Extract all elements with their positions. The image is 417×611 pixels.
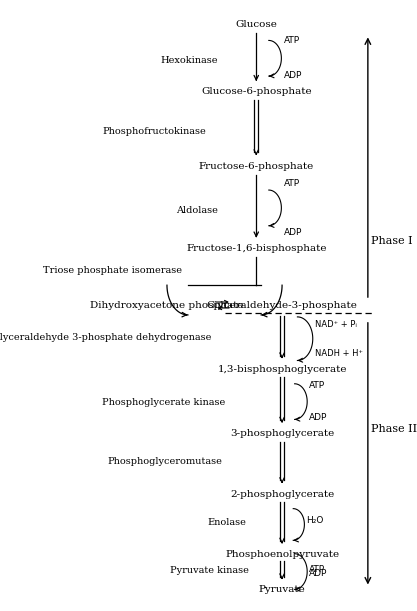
Text: Phosphofructokinase: Phosphofructokinase <box>102 127 206 136</box>
Text: ADP: ADP <box>309 569 328 579</box>
Text: NAD⁺ + Pᵢ: NAD⁺ + Pᵢ <box>315 320 357 329</box>
Text: ADP: ADP <box>284 71 302 80</box>
Text: Glyceraldehyde-3-phosphate: Glyceraldehyde-3-phosphate <box>207 301 357 310</box>
Text: Glucose: Glucose <box>235 20 277 29</box>
Text: ADP: ADP <box>309 413 328 422</box>
Text: Phase II: Phase II <box>372 424 417 434</box>
Text: ATP: ATP <box>309 565 325 574</box>
Text: ATP: ATP <box>284 37 299 45</box>
Text: Glucose-6-phosphate: Glucose-6-phosphate <box>201 87 311 97</box>
Text: ATP: ATP <box>284 179 299 188</box>
Text: Enolase: Enolase <box>207 518 246 527</box>
Text: Fructose-1,6-bisphosphate: Fructose-1,6-bisphosphate <box>186 244 327 253</box>
Text: NADH + H⁺: NADH + H⁺ <box>315 348 363 357</box>
Text: 2-phosphoglycerate: 2-phosphoglycerate <box>230 490 334 499</box>
Text: ATP: ATP <box>309 381 325 390</box>
Text: Hexokinase: Hexokinase <box>161 56 218 65</box>
Text: Fructose-6-phosphate: Fructose-6-phosphate <box>198 162 314 171</box>
Text: Pyruvate kinase: Pyruvate kinase <box>171 566 249 575</box>
Text: 3-phosphoglycerate: 3-phosphoglycerate <box>230 430 334 438</box>
Text: Phosphoglycerate kinase: Phosphoglycerate kinase <box>102 398 225 406</box>
Text: Triose phosphate isomerase: Triose phosphate isomerase <box>43 266 182 275</box>
Text: ADP: ADP <box>284 228 302 236</box>
Text: Phosphoglyceromutase: Phosphoglyceromutase <box>108 457 223 466</box>
Text: Dihydroxyacetone phosphate: Dihydroxyacetone phosphate <box>90 301 244 310</box>
Text: 1,3-bisphosphoglycerate: 1,3-bisphosphoglycerate <box>217 365 347 374</box>
Text: Phase I: Phase I <box>372 236 413 246</box>
Text: Phosphoenolpyruvate: Phosphoenolpyruvate <box>225 551 339 559</box>
Text: Pyruvate: Pyruvate <box>259 585 305 594</box>
Text: H₂O: H₂O <box>306 516 324 525</box>
Text: Aldolase: Aldolase <box>176 207 218 215</box>
Text: Glyceraldehyde 3-phosphate dehydrogenase: Glyceraldehyde 3-phosphate dehydrogenase <box>0 333 211 342</box>
